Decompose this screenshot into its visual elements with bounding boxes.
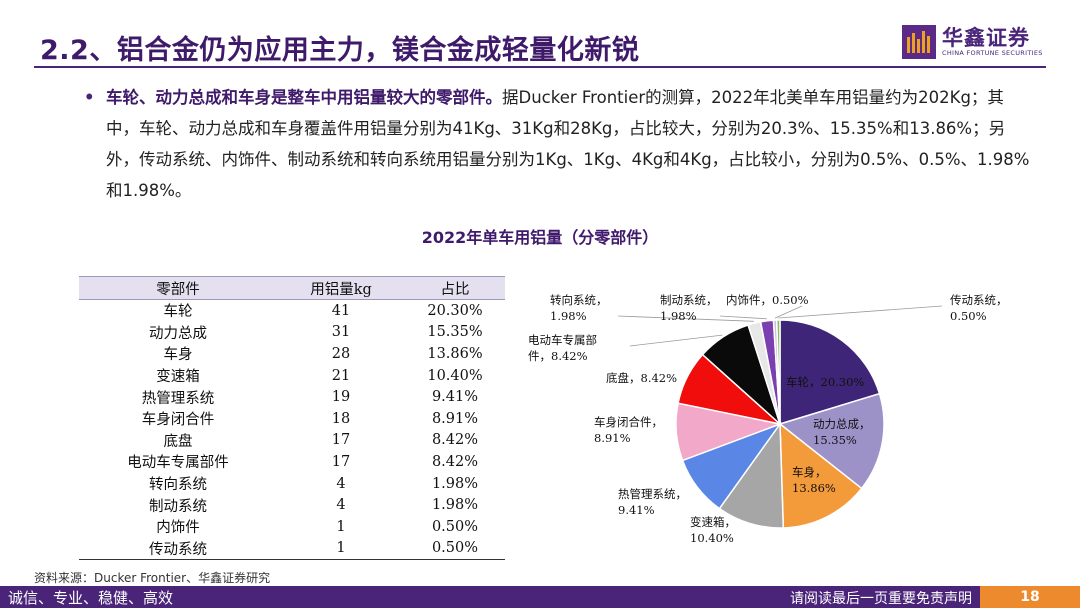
cell-share: 13.86% [427, 345, 483, 362]
pie-slices [675, 319, 885, 529]
cell-weight: 41 [331, 302, 351, 319]
leader-line [719, 315, 767, 320]
data-label: 电动车专属部件，8.42% [528, 333, 597, 363]
bullet-body-text: 据Ducker Frontier的测算，2022年北美单车用铝量约为202Kg；… [106, 88, 1030, 200]
cell-share: 0.50% [405, 537, 505, 561]
table-row: 热管理系统 19 9.41% [79, 386, 505, 408]
data-label: 车身闭合件， 8.91% [594, 415, 663, 445]
logo-mark-icon [902, 25, 936, 59]
company-logo: 华鑫证券 CHINA FORTUNE SECURITIES [902, 22, 1052, 62]
table-row: 动力总成 31 15.35% [79, 322, 505, 344]
cell-weight: 28 [331, 345, 351, 362]
cell-share: 1.98% [431, 497, 479, 514]
data-label: 车轮，20.30% [786, 375, 864, 389]
cell-share: 20.30% [427, 302, 483, 319]
cell-share: 10.40% [427, 367, 483, 384]
table-row: 车身闭合件 18 8.91% [79, 408, 505, 430]
cell-share: 8.91% [431, 410, 479, 427]
cell-part: 热管理系统 [141, 390, 215, 407]
table-row: 转向系统 4 1.98% [79, 473, 505, 495]
cell-weight: 18 [331, 410, 351, 427]
bullet-text: 车轮、动力总成和车身是整车中用铝量较大的零部件。据Ducker Frontier… [106, 82, 1036, 206]
cell-part: 制动系统 [149, 498, 207, 515]
pie-slice-3 [779, 422, 863, 529]
cell-part: 动力总成 [149, 325, 207, 342]
footer-disclaimer-link[interactable]: 请阅读最后一页重要免责声明 [790, 591, 972, 607]
logo-english-name: CHINA FORTUNE SECURITIES [942, 49, 1043, 57]
header-share: 占比 [405, 276, 505, 300]
chart-title: 2022年单车用铝量（分零部件） [421, 228, 659, 247]
cell-part: 传动系统 [79, 537, 277, 561]
table-body: 车轮 41 20.30% 动力总成 31 15.35% 车身 28 13.86% 变速箱 21 10.… [79, 300, 505, 561]
cell-weight: 21 [331, 367, 351, 384]
pie-labels: 车轮，20.30% 动力总成， 15.35% 车身， 13.86% 变速箱， 10.40%热… [528, 293, 1008, 545]
table-row: 变速箱 21 10.40% [79, 365, 505, 387]
leader-line [774, 305, 803, 319]
data-label: 转向系统， 1.98% [550, 293, 608, 323]
pie-chart: 车轮，20.30% 动力总成， 15.35% 车身， 13.86% 变速箱， 10.40%热… [528, 293, 1008, 545]
leader-line [778, 305, 943, 319]
cell-share: 8.42% [431, 453, 479, 470]
cell-part: 底盘 [163, 433, 193, 450]
data-label: 制动系统， 1.98% [660, 293, 718, 323]
cell-weight: 19 [331, 389, 351, 406]
page-number: 18 [980, 586, 1080, 608]
cell-share: 8.42% [431, 432, 479, 449]
leader-line [629, 334, 723, 347]
header-part: 零部件 [79, 276, 277, 300]
cell-weight: 17 [331, 432, 351, 449]
slide-title: 2.2、铝合金仍为应用主力，镁合金成轻量化新锐 [40, 35, 640, 66]
aluminum-usage-table: 零部件 用铝量kg 占比 车轮 41 20.30% 动力总成 31 15.35% 车身 28 1… [79, 276, 505, 561]
data-label: 变速箱， 10.40% [690, 515, 736, 545]
title-divider [34, 66, 1046, 68]
cell-part: 变速箱 [156, 369, 200, 386]
data-label: 内饰件，0.50% [726, 293, 809, 307]
cell-part: 内饰件 [156, 520, 200, 537]
data-label: 热管理系统， 9.41% [618, 487, 687, 517]
header-weight: 用铝量kg [277, 276, 405, 300]
cell-share: 1.98% [431, 475, 479, 492]
bullet-bold-text: 车轮、动力总成和车身是整车中用铝量较大的零部件。 [106, 88, 502, 107]
pie-slice-12 [775, 319, 781, 425]
cell-share: 0.50% [431, 518, 479, 535]
cell-part: 车身闭合件 [141, 412, 215, 429]
data-label: 传动系统， 0.50% [950, 293, 1008, 323]
leader-line [617, 315, 754, 322]
logo-chinese-name: 华鑫证券 [942, 26, 1030, 50]
table-row: 传动系统 1 0.50% [79, 537, 505, 561]
cell-weight: 4 [336, 475, 346, 492]
table-row: 内饰件 1 0.50% [79, 516, 505, 538]
cell-weight: 31 [331, 324, 351, 341]
data-label: 车身， 13.86% [792, 465, 836, 495]
table-header-row: 零部件 用铝量kg 占比 [79, 276, 505, 300]
cell-share: 15.35% [427, 324, 483, 341]
cell-part: 车轮 [163, 304, 193, 321]
cell-share: 9.41% [431, 389, 479, 406]
data-label: 底盘，8.42% [606, 371, 677, 385]
bullet-icon: • [84, 88, 95, 107]
footer-motto: 诚信、专业、稳健、高效 [8, 589, 174, 607]
cell-weight: 1 [336, 518, 346, 535]
cell-part: 转向系统 [149, 477, 207, 494]
cell-weight: 4 [336, 497, 346, 514]
pie-leader-lines [617, 305, 943, 347]
table-row: 车轮 41 20.30% [79, 300, 505, 322]
cell-weight: 1 [277, 537, 405, 561]
table-row: 底盘 17 8.42% [79, 430, 505, 452]
cell-part: 电动车专属部件 [127, 455, 229, 472]
data-label: 动力总成， 15.35% [813, 417, 871, 447]
cell-weight: 17 [331, 453, 351, 470]
source-note: 资料来源：Ducker Frontier、华鑫证券研究 [34, 571, 271, 585]
table-row: 制动系统 4 1.98% [79, 494, 505, 516]
footer-bar: 诚信、专业、稳健、高效 请阅读最后一页重要免责声明 18 [0, 586, 1080, 608]
pie-slice-2 [778, 392, 885, 490]
table-row: 车身 28 13.86% [79, 343, 505, 365]
cell-part: 车身 [163, 347, 193, 364]
table-row: 电动车专属部件 17 8.42% [79, 451, 505, 473]
pie-slice-1 [779, 319, 881, 426]
